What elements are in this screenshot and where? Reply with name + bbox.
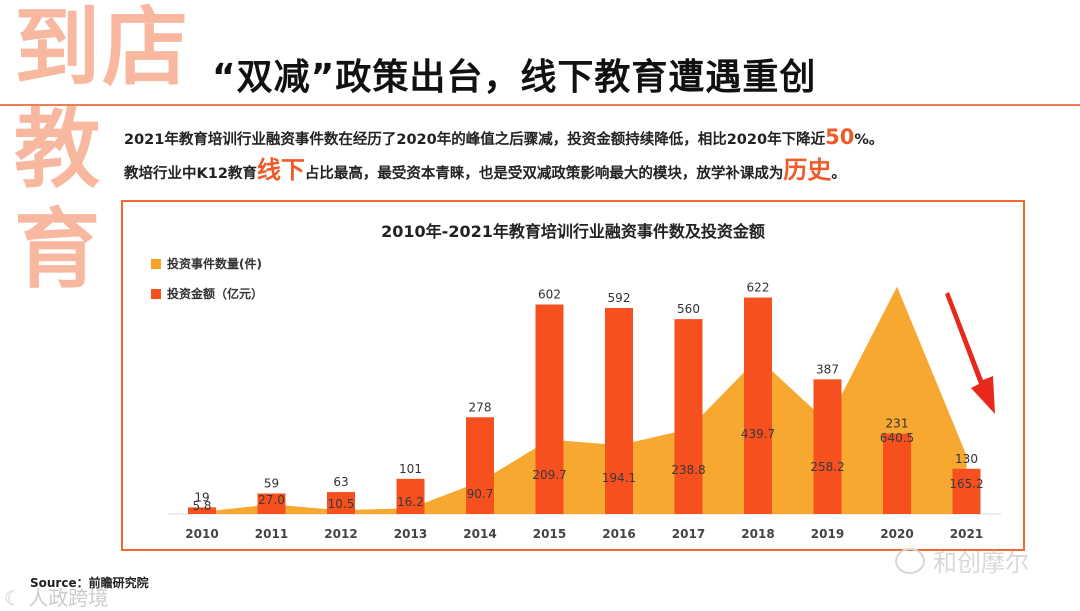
- bar-label-2021: 130: [955, 452, 978, 466]
- intro-text: 2021年教育培训行业融资事件数在经历了2020年的峰值之后骤减，投资金额持续降…: [124, 122, 1074, 189]
- intro-line-2-text-a: 教培行业中K12教育: [124, 166, 257, 182]
- bar-2021: [952, 468, 981, 514]
- bar-label-2010: 19: [194, 490, 209, 504]
- highlight-offline: 线下: [256, 156, 305, 184]
- chart-canvas: 19 59 63 101 278 602 592 560 622 387 231 130 5.8 27.0…: [168, 281, 1001, 541]
- wechat-icon: [895, 547, 925, 574]
- amount-label-2011: 27.0: [258, 493, 285, 507]
- bar-label-2020: 231: [886, 417, 909, 431]
- bar-label-2015: 602: [538, 288, 561, 302]
- x-tick-2015: 2015: [533, 527, 566, 541]
- intro-percent: 50: [825, 125, 855, 149]
- page-headline: “双减”政策出台，线下教育遭遇重创: [212, 57, 817, 98]
- brand-char-2: 育: [14, 200, 100, 300]
- amount-label-2020: 640.5: [880, 431, 914, 445]
- bar-label-2013: 101: [399, 462, 422, 476]
- decline-arrow: [945, 292, 995, 414]
- legend-swatch-amount: [151, 288, 161, 299]
- chart-container: 19 59 63 101 278 602 592 560 622 387 231 130 5.8 27.0…: [121, 200, 1025, 551]
- watermark-right-text: 和创摩尔: [933, 549, 1029, 577]
- x-tick-2012: 2012: [324, 527, 357, 541]
- legend-item-amount: 投资金额（亿元）: [151, 285, 263, 302]
- source-note: Source：前瞻研究院: [30, 576, 149, 590]
- bar-2016: [605, 307, 633, 514]
- bar-label-2016: 592: [608, 291, 631, 305]
- legend-label-events: 投资事件数量(件): [167, 257, 262, 271]
- bar-label-2014: 278: [469, 400, 492, 414]
- bar-label-2019: 387: [816, 362, 839, 376]
- amount-label-2021: 165.2: [949, 477, 983, 491]
- x-tick-2011: 2011: [255, 527, 288, 541]
- amount-label-2015: 209.7: [532, 468, 566, 482]
- x-tick-2018: 2018: [741, 527, 774, 541]
- amount-label-2010: 5.8: [192, 499, 211, 513]
- amount-label-2018: 439.7: [741, 427, 775, 441]
- legend-swatch-events: [151, 258, 161, 269]
- bar-label-2018: 622: [747, 281, 770, 295]
- x-tick-2020: 2020: [880, 527, 913, 541]
- x-tick-2013: 2013: [394, 527, 427, 541]
- watermark-left: ☾ 人政跨境: [4, 586, 109, 610]
- chart-title: 2010年-2021年教育培训行业融资事件数及投资金额: [381, 222, 765, 241]
- amount-label-2013: 16.2: [397, 495, 424, 509]
- bar-2018: [744, 297, 772, 514]
- intro-line-1-text: 2021年教育培训行业融资事件数在经历了2020年的峰值之后骤减，投资金额持续降…: [124, 132, 826, 148]
- bar-2017: [674, 319, 703, 514]
- watermark-right: 和创摩尔: [895, 543, 1029, 578]
- bar-2014: [466, 417, 494, 514]
- highlight-history: 历史: [783, 156, 832, 184]
- bar-2020: [883, 433, 911, 514]
- legend-label-amount: 投资金额（亿元）: [167, 287, 264, 301]
- amount-label-2017: 238.8: [671, 463, 705, 477]
- amount-label-2016: 194.1: [602, 471, 636, 485]
- bar-2011: [257, 493, 286, 514]
- bar-2010: [188, 507, 216, 514]
- brand-column: 教 育: [14, 100, 110, 300]
- bar-label-2017: 560: [677, 302, 700, 316]
- bar-2019: [813, 379, 842, 514]
- amount-label-2019: 258.2: [810, 460, 844, 474]
- bar-2013: [396, 478, 425, 514]
- intro-line-2-text-c: 。: [831, 166, 846, 182]
- bar-2015: [535, 304, 564, 514]
- brand-char-1: 教: [14, 100, 100, 200]
- bar-label-2012: 63: [333, 475, 348, 489]
- brand-title: 到店: [14, 0, 190, 98]
- x-tick-2014: 2014: [463, 527, 496, 541]
- x-tick-2019: 2019: [811, 527, 844, 541]
- bar-2012: [327, 492, 355, 514]
- intro-line-1-suffix: %。: [854, 132, 884, 148]
- header-divider: [0, 104, 1080, 106]
- intro-line-2: 教培行业中K12教育线下占比最高，最受资本青睐，也是受双减政策影响最大的模块，放…: [124, 155, 1074, 189]
- legend-item-events: 投资事件数量(件): [151, 255, 262, 272]
- x-tick-2010: 2010: [185, 527, 218, 541]
- amount-label-2012: 10.5: [328, 497, 355, 511]
- intro-line-1: 2021年教育培训行业融资事件数在经历了2020年的峰值之后骤减，投资金额持续降…: [124, 122, 1074, 155]
- area-series-amount: [202, 286, 967, 514]
- bar-label-2011: 59: [264, 476, 279, 490]
- intro-line-2-text-b: 占比最高，最受资本青睐，也是受双减政策影响最大的模块，放学补课成为: [304, 166, 784, 182]
- x-tick-2021: 2021: [950, 527, 983, 541]
- x-tick-2016: 2016: [602, 527, 635, 541]
- x-tick-2017: 2017: [672, 527, 705, 541]
- amount-label-2014: 90.7: [467, 487, 494, 501]
